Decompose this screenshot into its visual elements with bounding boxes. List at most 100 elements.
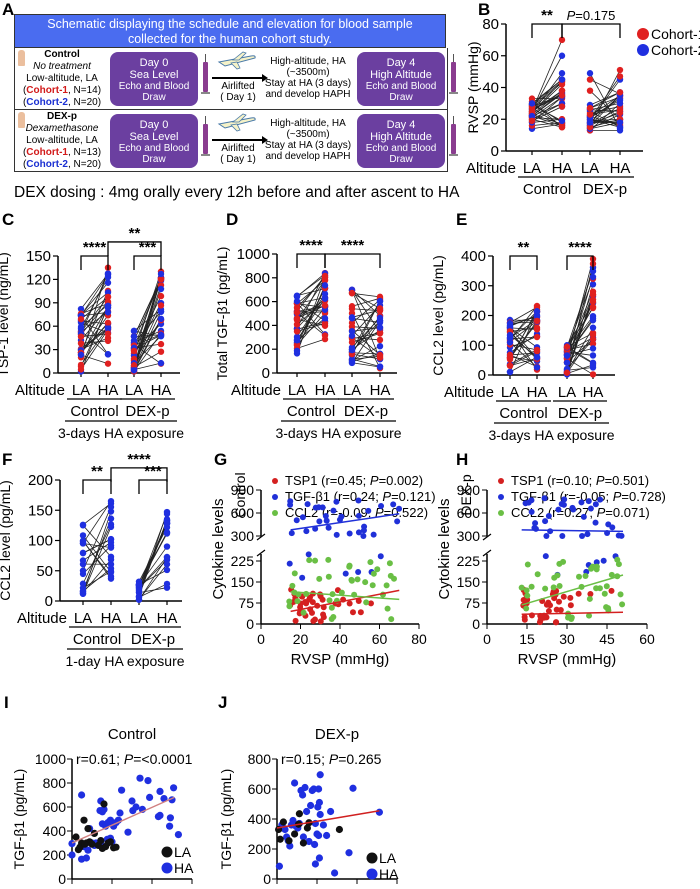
data-point (293, 337, 301, 344)
data-point-ha (311, 840, 319, 849)
pair-line (589, 91, 621, 109)
data-point (589, 267, 597, 275)
data-point (589, 563, 596, 570)
data-point (104, 293, 112, 301)
data-point (597, 496, 604, 503)
high-altitude-text: High-altitude, HA (~3500m) Stay at HA (3… (263, 118, 353, 162)
legend-label: Cohort-1 (651, 26, 700, 42)
data-point (388, 616, 395, 623)
data-point-ha (144, 777, 152, 785)
data-point (589, 291, 597, 298)
pair-line (566, 276, 594, 363)
x-tick-label: LA (130, 610, 148, 627)
pair-line (138, 583, 168, 598)
pair-line (133, 295, 162, 352)
pair-line (509, 354, 538, 368)
pair-line (82, 543, 112, 549)
significance-bracket (107, 241, 162, 256)
panel-label-j: J (218, 693, 228, 712)
data-point (355, 597, 362, 604)
data-point (107, 573, 115, 580)
y-tick-label: 1000 (237, 246, 270, 263)
pair-line (351, 330, 381, 356)
data-point (586, 123, 594, 131)
data-point (130, 347, 138, 355)
schematic-title-line2: collected for the human cohort study. (127, 32, 333, 46)
data-point (542, 585, 549, 592)
panel-label-f: F (2, 450, 13, 469)
data-point (550, 584, 557, 591)
data-point (328, 604, 335, 611)
airplane-icon (217, 113, 256, 132)
cohort2-n: , N=20) (67, 97, 102, 108)
box-line: Day 0 (139, 57, 169, 69)
data-point (107, 497, 115, 505)
data-point (135, 581, 143, 588)
pair-line (589, 102, 621, 111)
pair-line (531, 93, 563, 111)
pair-line (509, 342, 538, 368)
data-point (600, 557, 607, 564)
pair-line (133, 305, 162, 366)
data-point (77, 315, 85, 323)
y-tick-label: 100 (28, 533, 53, 550)
data-point (104, 337, 112, 345)
significance-label: **** (341, 237, 365, 254)
data-point-ha (275, 862, 283, 870)
group-treatment: Dexamethasone (25, 123, 99, 134)
data-point (506, 339, 514, 346)
data-point-ha (301, 783, 309, 792)
chart-e-ccl2: 0 100 200 300 400 CCL2 level (pg/mL) Altitude L… (430, 239, 615, 443)
y-tick-label: 800 (43, 775, 67, 791)
group-location: Low-altitude, LA (26, 135, 98, 146)
x-tick-label: 50 (104, 886, 120, 889)
data-point (370, 531, 377, 538)
x-tick-label: LA (74, 610, 92, 627)
legend-label: LA (379, 850, 397, 866)
ha-line: High-altitude, HA (270, 118, 346, 129)
data-point (593, 585, 600, 592)
pair-line (531, 82, 563, 109)
pair-line (509, 349, 538, 365)
data-point (545, 599, 552, 606)
pair-line (82, 559, 112, 593)
cohort2-line: (Cohort-2, N=20) (22, 97, 102, 108)
data-point (586, 76, 594, 83)
data-point (578, 499, 585, 506)
data-point (555, 506, 562, 513)
data-point (545, 608, 552, 615)
airplane-icon (217, 51, 256, 70)
y-tick-label: 120 (26, 271, 51, 288)
panel-label-i: I (4, 693, 9, 712)
data-point (79, 589, 87, 596)
data-point-ha (68, 851, 76, 859)
data-point-ha (319, 821, 327, 829)
data-point-ha (156, 811, 164, 819)
data-point (586, 612, 593, 619)
data-point (104, 309, 112, 316)
cohort2-label: Cohort-2 (26, 97, 68, 108)
significance-label: **** (299, 237, 323, 254)
significance-label: **** (83, 239, 107, 256)
pair-line (82, 539, 112, 554)
significance-bracket (296, 253, 326, 268)
chart-title: Control (108, 726, 156, 743)
data-point (506, 362, 514, 369)
data-point (603, 583, 610, 590)
x-tick-label: 50 (309, 886, 325, 889)
x-tick-label: LA (558, 384, 576, 401)
airlift-line: Airlifted (221, 81, 255, 92)
pair-line (80, 333, 109, 338)
data-point (322, 512, 329, 519)
chart-d-tgfb1: 0 200 400 600 800 1000 Total TGF-β1 (pg/mL)Alt… (214, 237, 402, 441)
data-point-ha (174, 831, 182, 839)
data-point (348, 315, 356, 322)
pair-line (80, 329, 109, 370)
high-altitude-text: High-altitude, HA (~3500m) Stay at HA (3… (263, 56, 353, 100)
data-point (319, 504, 326, 511)
data-point (561, 496, 568, 503)
day0-box: Day 0 Sea Level Echo and Blood Draw (110, 52, 198, 106)
cohort2-line: (Cohort-2, N=20) (22, 159, 102, 170)
data-point (614, 556, 621, 563)
data-point (589, 345, 597, 352)
